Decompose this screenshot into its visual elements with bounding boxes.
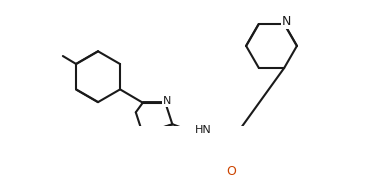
Text: N: N [282, 15, 291, 28]
Text: HN: HN [195, 124, 212, 135]
Text: O: O [227, 165, 236, 178]
Text: N: N [162, 96, 171, 106]
